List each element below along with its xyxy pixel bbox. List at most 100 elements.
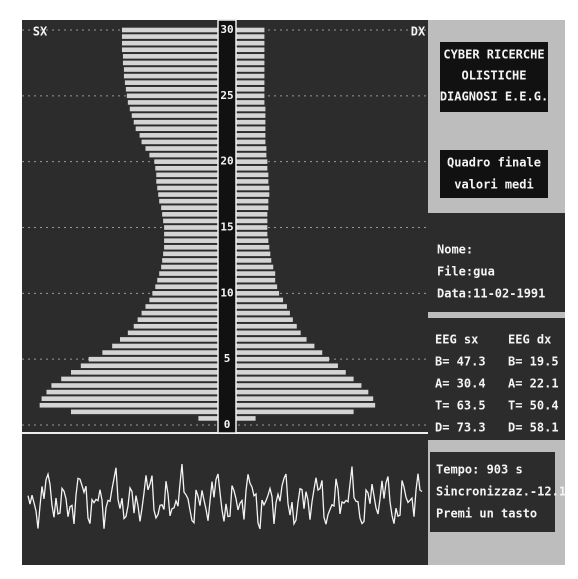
y-tick-label: 0: [224, 418, 231, 431]
bar: [236, 205, 268, 210]
bar: [236, 186, 269, 191]
bar: [236, 140, 265, 145]
info-line: Data:11-02-1991: [437, 287, 545, 301]
bar: [236, 159, 267, 164]
bar: [159, 199, 218, 204]
bar: [236, 219, 267, 224]
bar: [236, 100, 264, 105]
bar: [236, 146, 266, 151]
bar: [155, 284, 218, 289]
bar: [134, 324, 218, 329]
bar: [236, 133, 265, 138]
bar: [40, 403, 218, 408]
bar: [130, 107, 218, 112]
bar: [236, 245, 269, 250]
y-tick-label: 10: [220, 286, 233, 299]
series-label: DX: [411, 25, 426, 39]
bar: [236, 166, 267, 171]
bar: [236, 298, 283, 303]
bar: [236, 344, 314, 349]
bar: [120, 337, 218, 342]
status-line: Premi un tasto: [436, 507, 537, 521]
bar: [236, 271, 275, 276]
bar: [149, 153, 218, 158]
eeg-sx-line: T= 63.5: [435, 399, 486, 413]
bar: [81, 363, 218, 368]
bar: [236, 396, 373, 401]
bar: [236, 61, 264, 66]
bar: [125, 80, 218, 85]
bar: [236, 41, 264, 46]
status-line: Sincronizzaz.-12.1: [436, 485, 566, 499]
bar: [122, 47, 218, 52]
bar: [236, 337, 307, 342]
bar: [236, 252, 270, 257]
bar: [71, 410, 218, 415]
bar: [128, 331, 218, 336]
eeg-sx-line: D= 73.3: [435, 421, 486, 435]
bar: [236, 47, 264, 52]
title-line: CYBER RICERCHE: [443, 48, 544, 62]
bar: [236, 232, 267, 237]
bar: [164, 232, 218, 237]
eeg-sx-line: A= 30.4: [435, 377, 486, 391]
bar: [236, 363, 338, 368]
bar: [127, 94, 218, 99]
info-line: Nome:: [437, 243, 473, 257]
series-label: SX: [33, 25, 48, 39]
bar: [124, 74, 218, 79]
bar: [236, 317, 293, 322]
bar: [156, 179, 218, 184]
bar: [236, 94, 264, 99]
bar: [164, 225, 218, 230]
bar: [156, 173, 218, 178]
bar: [134, 120, 218, 125]
bar: [236, 74, 264, 79]
bar: [89, 357, 218, 362]
bar: [236, 212, 267, 217]
bar: [236, 284, 277, 289]
eeg-dx-line: A= 22.1: [508, 377, 559, 391]
bar: [161, 265, 218, 270]
bar: [236, 377, 354, 382]
eeg-sx-line: B= 47.3: [435, 355, 486, 369]
bar: [128, 100, 218, 105]
bar: [159, 271, 218, 276]
bar: [102, 350, 218, 355]
bar: [157, 278, 218, 283]
bar: [51, 383, 218, 388]
eeg-dx-line: T= 50.4: [508, 399, 559, 413]
bar: [164, 245, 218, 250]
bar: [154, 159, 218, 164]
bar: [61, 377, 218, 382]
bar: [155, 166, 218, 171]
bar: [236, 311, 290, 316]
bar: [145, 146, 218, 151]
bar: [236, 107, 265, 112]
title-line: DIAGNOSI E.E.G.: [440, 90, 548, 104]
bar: [162, 258, 218, 263]
bar: [236, 304, 287, 309]
bar: [236, 173, 268, 178]
bar: [123, 54, 218, 59]
screen: 051015202530 SX DX CYBER RICERCHEOLISTIC…: [0, 0, 578, 579]
eeg-sx-line: EEG sx: [435, 333, 478, 347]
bar: [236, 199, 268, 204]
eeg-dx-line: EEG dx: [508, 333, 551, 347]
eeg-dx-line: B= 19.5: [508, 355, 559, 369]
bar: [124, 67, 218, 72]
bar: [236, 370, 346, 375]
y-tick-label: 25: [220, 89, 233, 102]
y-tick-label: 20: [220, 155, 233, 168]
bar: [164, 238, 218, 243]
bar: [236, 278, 275, 283]
bar: [236, 324, 297, 329]
bar: [236, 153, 266, 158]
info-line: File:gua: [437, 265, 495, 279]
bar: [236, 80, 264, 85]
bar: [157, 186, 218, 191]
bar: [145, 304, 218, 309]
status-line: Tempo: 903 s: [436, 463, 523, 477]
bar: [136, 126, 218, 131]
bar: [122, 41, 218, 46]
